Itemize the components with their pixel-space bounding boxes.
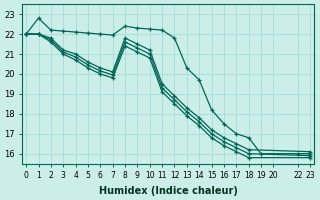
X-axis label: Humidex (Indice chaleur): Humidex (Indice chaleur) [99, 186, 238, 196]
